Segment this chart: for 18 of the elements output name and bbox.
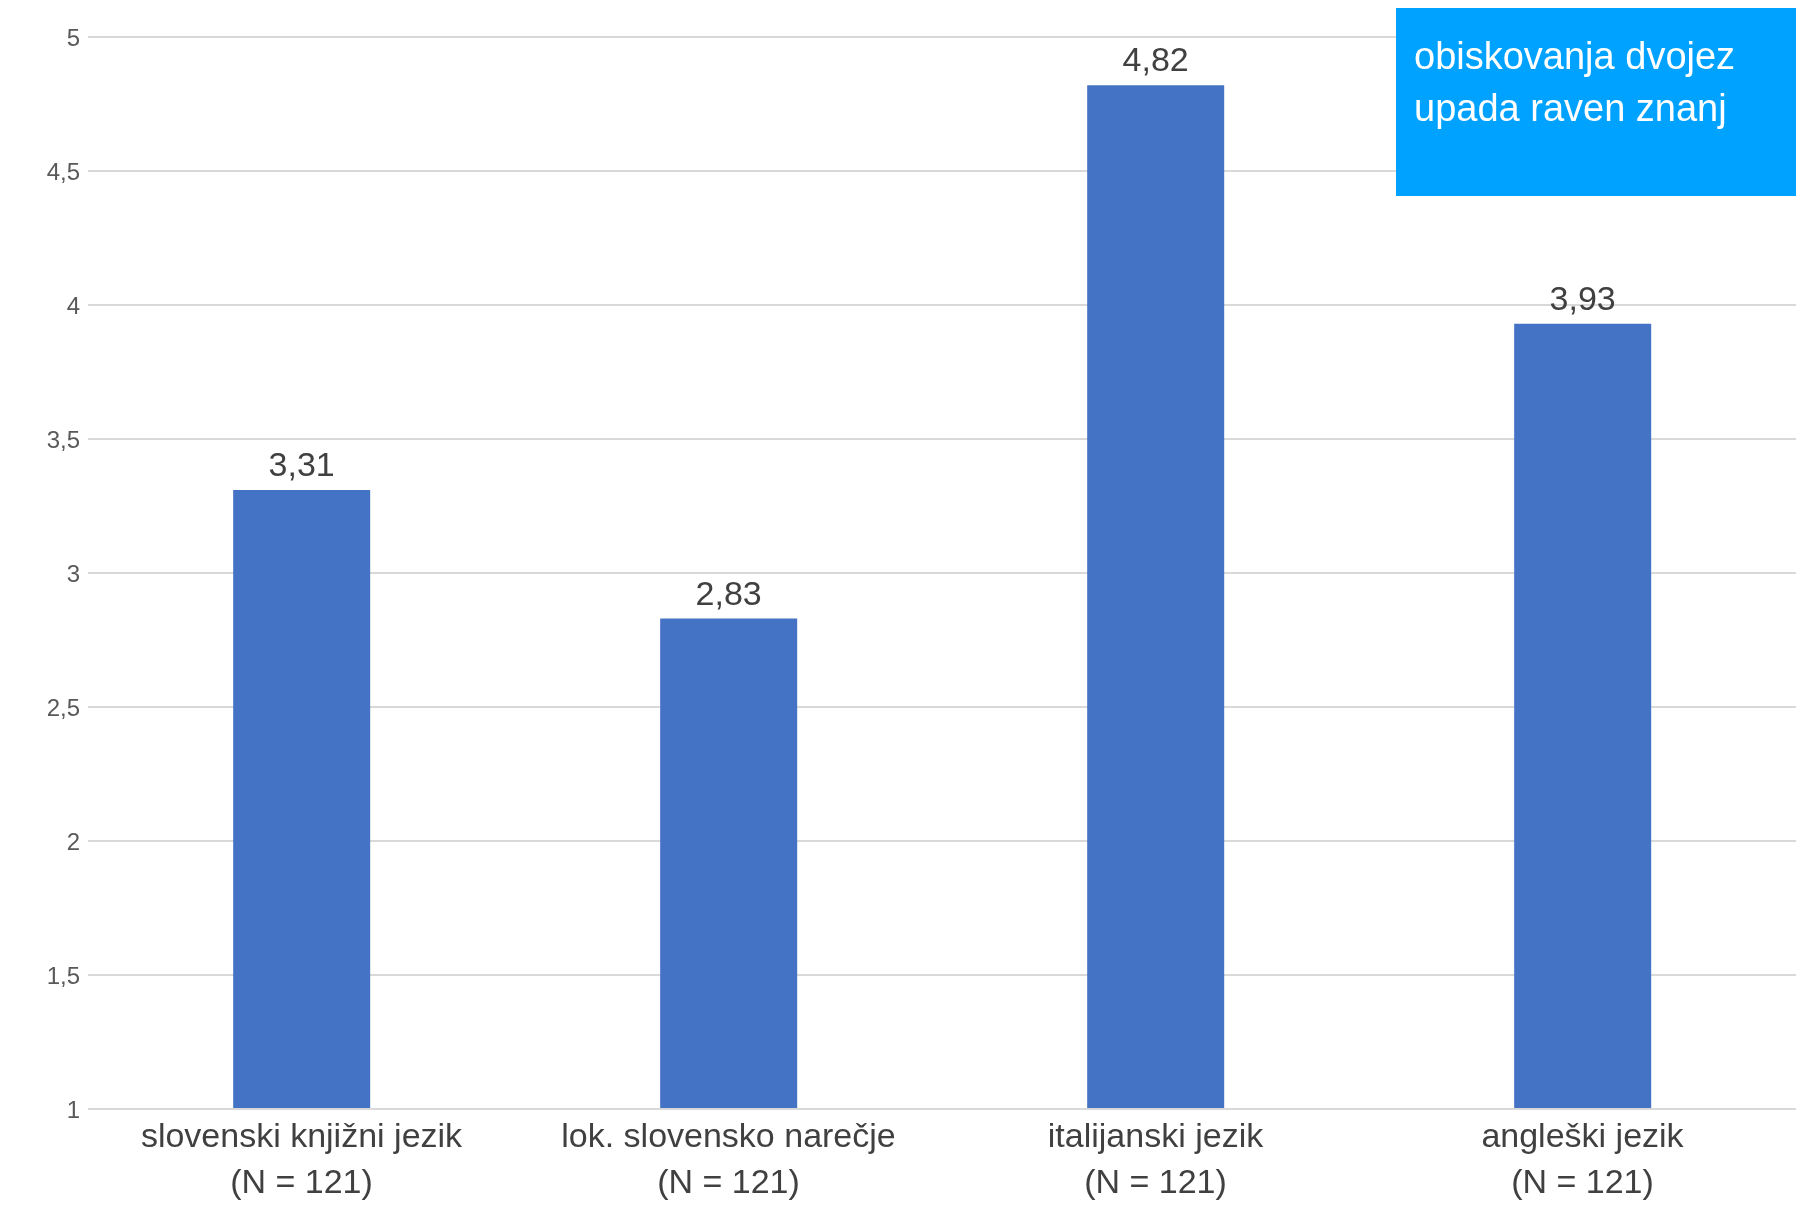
y-tick-label: 2 — [66, 827, 80, 855]
y-tick-label: 4 — [66, 291, 80, 319]
data-label: 3,31 — [268, 444, 335, 483]
y-tick-label: 1 — [66, 1095, 80, 1123]
x-tick-label: lok. slovensko narečje (N = 121) — [561, 1116, 896, 1200]
x-tick-label: angleški jezik (N = 121) — [1481, 1116, 1685, 1200]
x-tick-label: slovenski knjižni jezik (N = 121) — [140, 1116, 464, 1200]
y-tick-label: 1,5 — [46, 961, 80, 989]
data-label: 4,82 — [1122, 40, 1189, 79]
y-tick-label: 4,5 — [46, 157, 80, 185]
y-tick-label: 3,5 — [46, 425, 80, 453]
y-tick-label: 5 — [66, 23, 80, 51]
text-box: obiskovanja dvojez upada raven znanj — [1396, 8, 1796, 196]
data-label: 3,93 — [1549, 278, 1616, 317]
data-label: 2,83 — [695, 573, 762, 612]
y-tick-label: 2,5 — [46, 693, 80, 721]
x-tick-label: italijanski jezik (N = 121) — [1047, 1116, 1265, 1200]
y-tick-label: 3 — [66, 559, 80, 587]
